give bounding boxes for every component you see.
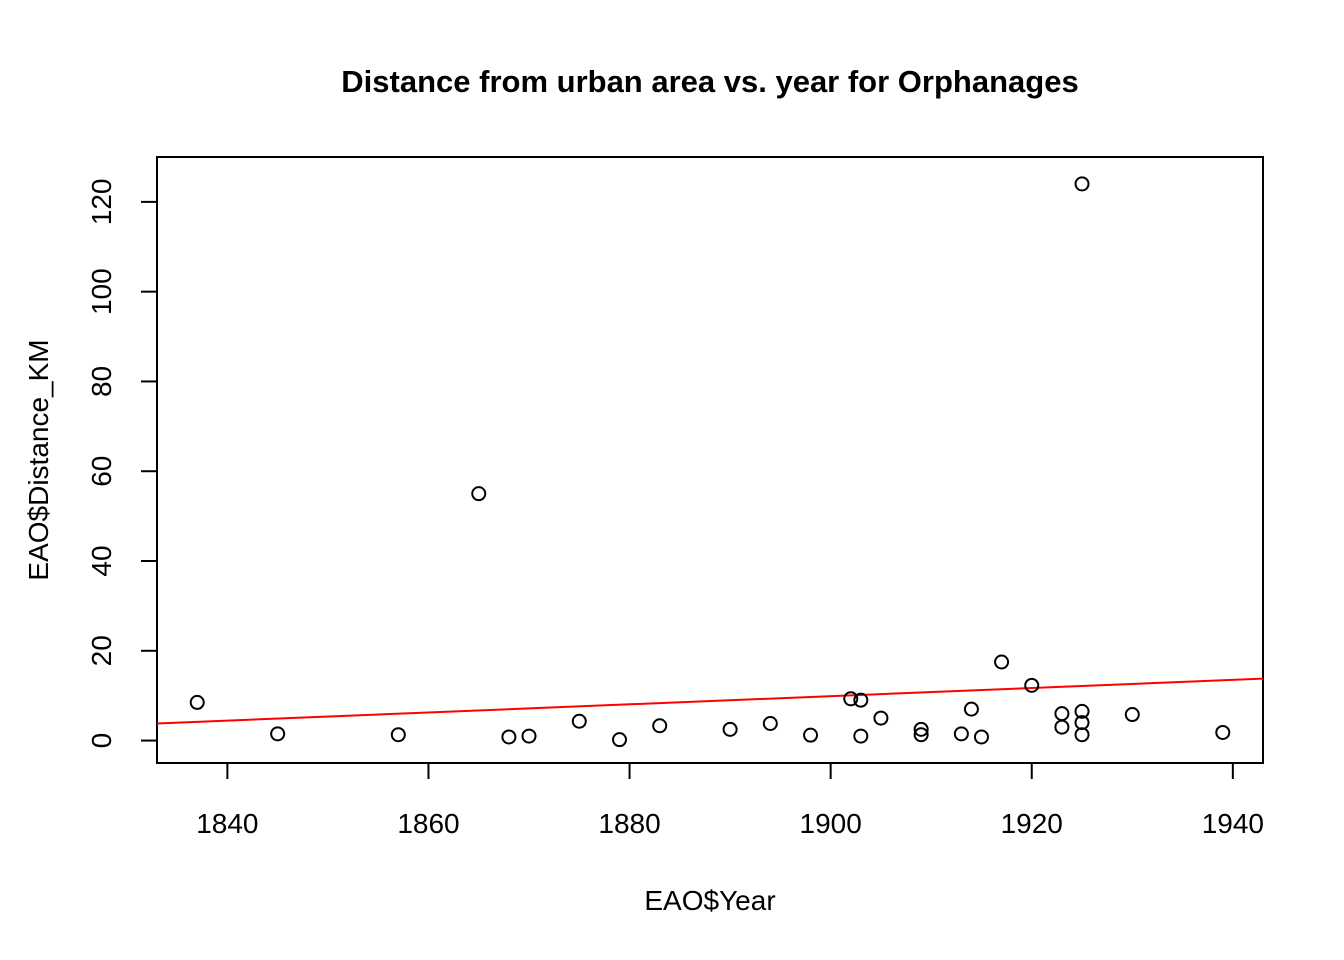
data-point	[612, 732, 628, 748]
data-point	[521, 728, 537, 744]
y-tick-label: 100	[86, 268, 117, 315]
data-point	[1074, 176, 1090, 192]
chart-title: Distance from urban area vs. year for Or…	[341, 64, 1078, 99]
data-point	[1024, 677, 1040, 693]
data-point	[1074, 703, 1090, 719]
y-axis: 0 20 40 60 80 100 120	[86, 179, 158, 749]
data-point	[843, 691, 859, 707]
data-point	[762, 715, 778, 731]
data-point	[853, 728, 869, 744]
y-tick-label: 0	[86, 733, 117, 749]
data-point	[390, 727, 406, 743]
regression-line-layer	[156, 677, 1264, 725]
data-point	[803, 727, 819, 743]
data-point	[189, 694, 205, 710]
data-point	[953, 726, 969, 742]
y-tick-label: 20	[86, 635, 117, 666]
y-tick-label: 80	[86, 366, 117, 397]
data-point	[652, 718, 668, 734]
data-point	[1074, 727, 1090, 743]
x-tick-label: 1840	[196, 808, 258, 839]
data-point	[270, 726, 286, 742]
y-axis-title: EAO$Distance_KM	[23, 339, 54, 580]
x-axis: 1840 1860 1880 1900 1920 1940	[196, 762, 1264, 839]
data-point	[994, 654, 1010, 670]
x-tick-label: 1880	[598, 808, 660, 839]
x-tick-label: 1860	[397, 808, 459, 839]
y-tick-label: 60	[86, 456, 117, 487]
regression-line	[156, 677, 1264, 725]
x-axis-title: EAO$Year	[644, 885, 775, 916]
data-point	[571, 713, 587, 729]
x-tick-label: 1900	[800, 808, 862, 839]
data-point	[913, 727, 929, 743]
x-tick-label: 1940	[1202, 808, 1264, 839]
data-point	[722, 721, 738, 737]
data-point	[913, 721, 929, 737]
data-point	[1124, 707, 1140, 723]
data-points-layer	[189, 176, 1231, 748]
x-tick-label: 1920	[1001, 808, 1063, 839]
data-point	[973, 729, 989, 745]
data-point	[853, 692, 869, 708]
data-point	[1054, 719, 1070, 735]
y-tick-label: 40	[86, 545, 117, 576]
y-tick-label: 120	[86, 179, 117, 226]
data-point	[471, 486, 487, 502]
data-point	[1215, 724, 1231, 740]
data-point	[873, 710, 889, 726]
data-point	[501, 729, 517, 745]
data-point	[963, 701, 979, 717]
